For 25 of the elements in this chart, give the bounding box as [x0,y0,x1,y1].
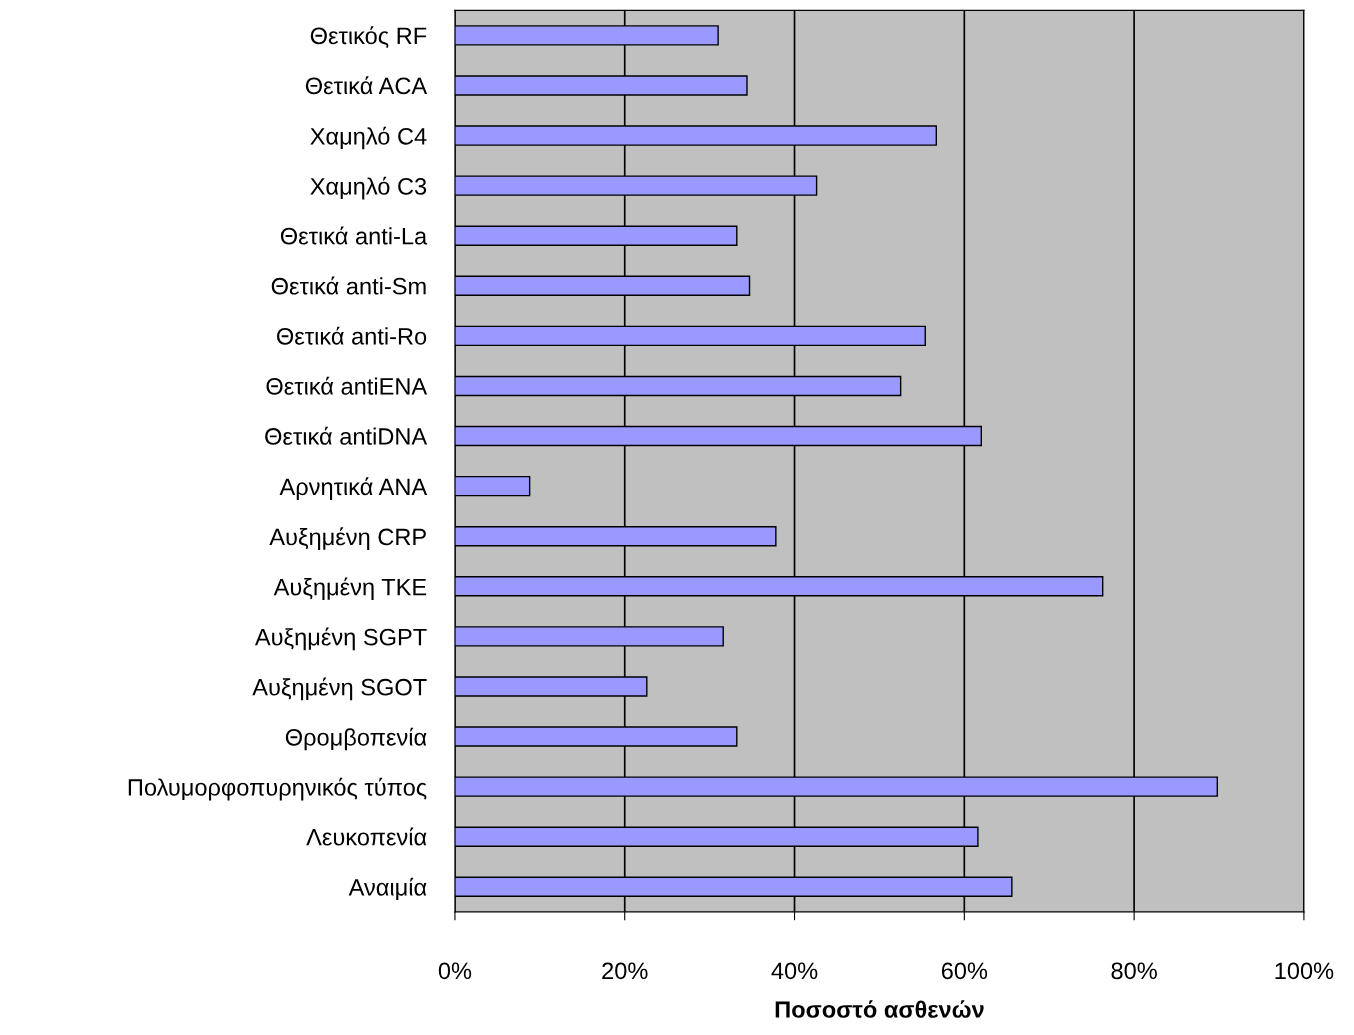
x-tick-label: 0% [438,962,472,980]
y-tick-label: Θετικά anti-La [280,226,428,245]
x-tick-label: 40% [771,962,818,980]
y-tick-label: Θετικά antiDNA [265,426,428,445]
y-tick-label: Θετικά anti-Ro [276,326,427,345]
y-tick-label: Αυξημένη SGOT [252,677,427,701]
y-tick-label: Χαμηλό C4 [310,126,427,150]
x-tick-label: 60% [941,962,988,980]
y-tick-label: Αυξημένη SGPT [254,627,427,651]
y-tick-label: Αρνητικά ANA [279,477,428,500]
y-tick-label: Πολυμορφοπυρηνικός τύπος [128,777,427,801]
y-tick-label: Αυξημένη CRP [269,527,426,550]
x-axis-title: Ποσοστό ασθενών [775,1000,984,1018]
y-tick-label: Αναιμία [348,877,427,901]
y-tick-label: Θετικά ACA [305,76,428,95]
y-tick-label: Θετικά antiENA [266,376,428,395]
y-tick-label: Λευκοπενία [306,827,427,846]
y-tick-label: Θετικά anti-Sm [271,276,426,295]
x-tick-label: 100% [1275,962,1334,980]
y-tick-label: Αυξημένη TKE [273,577,427,601]
x-tick-label: 20% [602,962,648,980]
y-tick-label: Θετικός RF [310,26,427,49]
x-tick-label: 80% [1111,962,1157,980]
y-tick-label: Θρομβοπενία [285,727,427,751]
y-tick-label: Χαμηλό C3 [310,176,427,200]
